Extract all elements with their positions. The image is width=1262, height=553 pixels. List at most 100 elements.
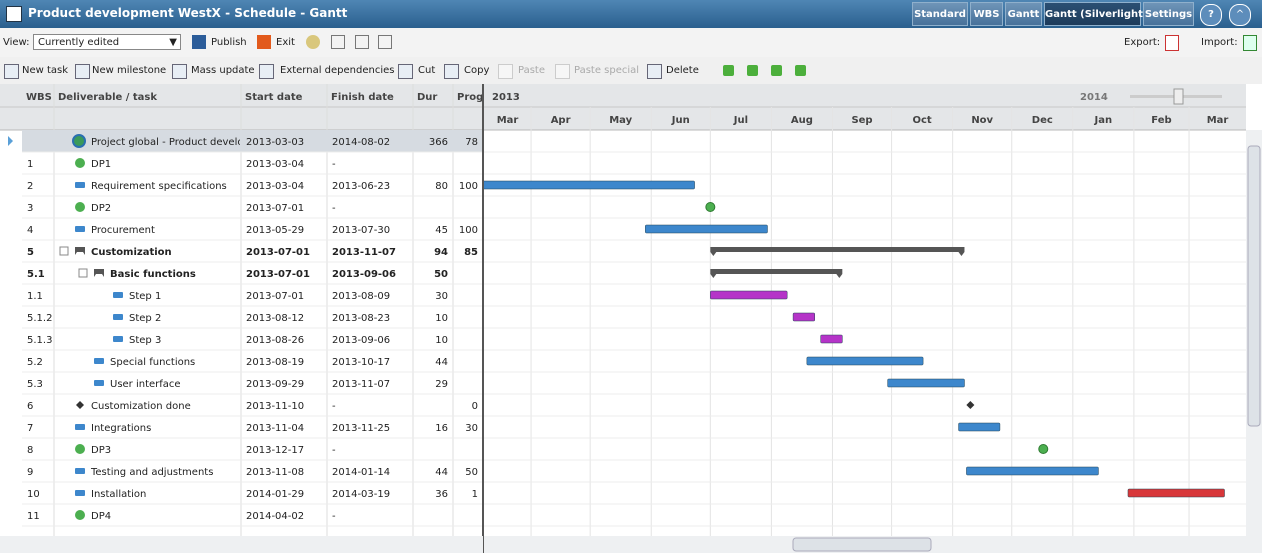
scroll-thumb[interactable] xyxy=(792,537,932,552)
start-cell: 2013-07-01 xyxy=(246,247,310,258)
tab[interactable]: Gantt xyxy=(1005,2,1042,26)
start-cell: 2013-03-04 xyxy=(246,181,304,192)
action-button[interactable]: External dependencies xyxy=(280,65,395,76)
tool-icon[interactable] xyxy=(378,35,392,49)
prog-cell: 78 xyxy=(465,137,478,148)
milestone xyxy=(966,401,975,409)
task-icon xyxy=(75,182,85,188)
task-icon xyxy=(75,424,85,430)
action-button[interactable]: Cut xyxy=(418,65,436,76)
task-icon xyxy=(75,490,85,496)
task-bar xyxy=(806,356,924,366)
finish-cell: 2013-10-17 xyxy=(332,357,390,368)
wbs-cell: 9 xyxy=(27,467,33,478)
dur-cell: 44 xyxy=(435,467,448,478)
dur-cell: 45 xyxy=(435,225,448,236)
publish-button[interactable]: Publish xyxy=(211,37,247,48)
action-icon[interactable] xyxy=(172,64,187,79)
month-label: Mar xyxy=(497,115,519,126)
action-button[interactable]: New milestone xyxy=(92,65,167,76)
task-bar xyxy=(710,290,788,300)
prog-cell: 100 xyxy=(459,181,478,192)
month-label: May xyxy=(609,115,632,126)
tab[interactable]: Standard xyxy=(912,2,968,26)
action-icon[interactable] xyxy=(647,64,662,79)
start-cell: 2013-11-10 xyxy=(246,401,304,412)
prog-cell: 85 xyxy=(464,247,478,258)
project-icon xyxy=(72,134,86,148)
finish-cell: - xyxy=(332,401,336,412)
tab[interactable]: WBS xyxy=(970,2,1003,26)
milestone-icon xyxy=(75,510,85,520)
finish-cell: - xyxy=(332,511,336,522)
row-pointer xyxy=(8,136,13,146)
h-scrollbar[interactable] xyxy=(0,536,483,553)
finish-cell: 2013-06-23 xyxy=(332,181,390,192)
action-button[interactable]: Mass update xyxy=(191,65,255,76)
prog-cell: 100 xyxy=(459,225,478,236)
task-bar xyxy=(887,378,965,388)
action-button[interactable]: Delete xyxy=(666,65,699,76)
collapse-toggle xyxy=(59,246,69,256)
task-icon xyxy=(75,226,85,232)
tool-icon[interactable] xyxy=(331,35,345,49)
task-bar xyxy=(792,312,816,322)
task-name: Customization xyxy=(91,247,172,258)
task-name: Basic functions xyxy=(110,269,196,280)
tab[interactable]: Settings xyxy=(1143,2,1194,26)
start-cell: 2013-03-04 xyxy=(246,159,304,170)
action-icon[interactable] xyxy=(398,64,413,79)
month-label: Oct xyxy=(913,115,932,126)
exit-button[interactable]: Exit xyxy=(276,37,295,48)
start-cell: 2013-08-12 xyxy=(246,313,304,324)
column-header: WBS xyxy=(26,92,52,103)
wbs-cell: 5 xyxy=(27,247,34,258)
view-select[interactable]: Currently edited ▼ xyxy=(33,34,181,50)
summary-icon xyxy=(94,269,104,277)
action-button[interactable]: New task xyxy=(22,65,69,76)
task-icon xyxy=(113,336,123,342)
finish-cell: 2014-03-19 xyxy=(332,489,390,500)
finish-cell: - xyxy=(332,203,336,214)
month-label: Dec xyxy=(1032,115,1053,126)
task-icon xyxy=(94,380,104,386)
nav-arrow[interactable] xyxy=(747,65,758,76)
v-scroll-thumb[interactable] xyxy=(1247,145,1261,427)
tab[interactable]: Gantt (Silverlight) xyxy=(1044,2,1147,26)
collapse-button[interactable]: ^ xyxy=(1229,4,1251,26)
action-button[interactable]: Copy xyxy=(464,65,490,76)
task-bar xyxy=(958,422,1001,432)
nav-arrow[interactable] xyxy=(723,65,734,76)
import-label: Import: xyxy=(1201,37,1238,48)
dur-cell: 80 xyxy=(435,181,448,192)
task-name: DP1 xyxy=(91,159,111,170)
nav-arrow[interactable] xyxy=(771,65,782,76)
month-label: Jul xyxy=(733,115,748,126)
start-cell: 2013-05-29 xyxy=(246,225,304,236)
dur-cell: 29 xyxy=(435,379,448,390)
wbs-cell: 5.1 xyxy=(27,269,45,280)
task-name: User interface xyxy=(110,379,181,390)
start-cell: 2013-09-29 xyxy=(246,379,304,390)
action-icon[interactable] xyxy=(75,64,90,79)
zoom-thumb[interactable] xyxy=(1173,88,1184,105)
tool-icon[interactable] xyxy=(355,35,369,49)
finish-cell: 2013-09-06 xyxy=(332,335,390,346)
export-pdf[interactable] xyxy=(1165,35,1179,51)
task-icon xyxy=(113,314,123,320)
dur-cell: 94 xyxy=(434,247,448,258)
import-icon[interactable] xyxy=(1243,35,1257,51)
view-label: View: xyxy=(3,37,30,48)
tool-icon[interactable] xyxy=(306,35,320,49)
action-icon[interactable] xyxy=(259,64,274,79)
milestone-icon xyxy=(75,444,85,454)
action-icon[interactable] xyxy=(4,64,19,79)
help-button[interactable]: ? xyxy=(1200,4,1222,26)
nav-arrow[interactable] xyxy=(795,65,806,76)
wbs-cell: 5.1.2 xyxy=(27,313,52,324)
action-icon[interactable] xyxy=(444,64,459,79)
task-name: Special functions xyxy=(110,357,195,368)
wbs-cell: 2 xyxy=(27,181,33,192)
task-name: DP4 xyxy=(91,511,111,522)
finish-cell: 2014-08-02 xyxy=(332,137,390,148)
